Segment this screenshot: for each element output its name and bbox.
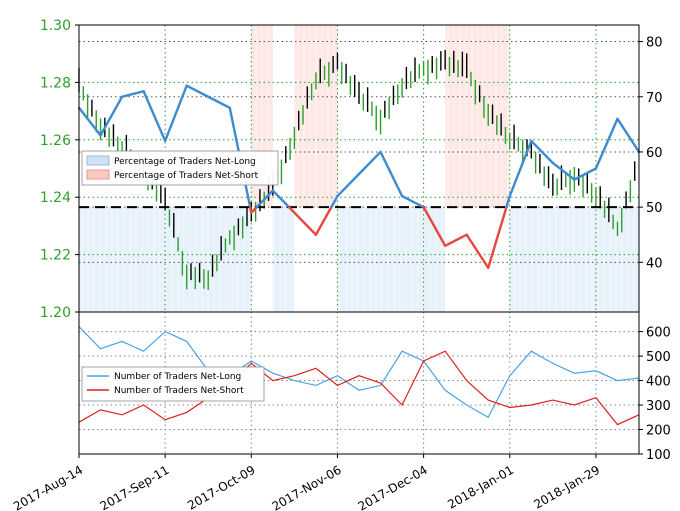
net-long-shade <box>186 207 209 312</box>
price-tick-label: 1.28 <box>40 75 71 91</box>
net-short-shade <box>315 25 338 208</box>
price-tick-label: 1.22 <box>40 248 71 264</box>
count-tick-label: 200 <box>646 424 671 439</box>
bottom-panel: 100 200 300 400 500 600 2017-Aug-14 2017-Sep-1… <box>11 311 671 511</box>
count-tick-label: 400 <box>646 375 671 390</box>
net-long-count-line <box>78 326 640 419</box>
sentiment-segment <box>487 205 508 270</box>
price-series <box>78 49 636 290</box>
net-long-shade <box>595 207 618 312</box>
price-tick-label: 1.24 <box>40 190 71 206</box>
net-long-shade <box>423 207 446 312</box>
legend-count-long-label: Number of Traders Net-Long <box>114 372 241 382</box>
net-long-shade <box>229 207 252 312</box>
sentiment-segment <box>314 205 333 236</box>
sentiment-segment <box>293 211 318 236</box>
count-axis: 100 200 300 400 500 600 <box>639 326 671 463</box>
count-tick-label: 600 <box>646 326 671 341</box>
net-long-shade <box>552 207 575 312</box>
sentiment-segment <box>530 139 555 165</box>
sentiment-series <box>77 84 641 270</box>
sentiment-segment <box>336 172 361 198</box>
sentiment-segment <box>443 233 468 247</box>
sentiment-segment <box>271 189 291 209</box>
count-tick-label: 100 <box>646 448 671 463</box>
sentiment-segment <box>465 233 490 270</box>
net-long-shade <box>531 207 553 312</box>
top-legend: Percentage of Traders Net-Long Percentag… <box>81 150 279 186</box>
sentiment-segment <box>422 205 447 247</box>
net-long-shade <box>509 207 532 312</box>
date-axis: 2017-Aug-14 2017-Sep-11 2017-Oct-09 2017-No… <box>11 454 602 511</box>
net-long-shade <box>337 207 359 312</box>
net-short-shade <box>488 25 510 208</box>
count-tick-label: 300 <box>646 399 671 414</box>
sentiment-shading <box>79 25 639 312</box>
sentiment-segment <box>77 106 102 137</box>
date-tick-label: 2017-Dec-04 <box>356 463 430 511</box>
net-long-shade <box>402 207 424 312</box>
sentiment-tick-label: 40 <box>646 256 663 271</box>
sentiment-segment <box>505 194 511 209</box>
sentiment-segment <box>357 150 382 176</box>
net-long-shade <box>100 207 123 312</box>
sentiment-segment <box>185 84 210 98</box>
sentiment-segment <box>120 90 145 98</box>
bottom-legend: Number of Traders Net-Long Number of Tra… <box>81 366 265 402</box>
sentiment-tick-label: 60 <box>646 146 663 161</box>
sentiment-segment <box>616 117 641 154</box>
price-tick-label: 1.30 <box>40 18 71 34</box>
date-tick-label: 2017-Oct-09 <box>185 463 257 511</box>
sentiment-segment <box>379 150 404 198</box>
sentiment-segment <box>330 194 339 209</box>
legend-net-short-label: Percentage of Traders Net-Short <box>114 171 259 181</box>
sentiment-segment <box>551 161 576 181</box>
date-tick-label: 2017-Nov-06 <box>270 463 344 511</box>
sentiment-segment <box>163 84 188 143</box>
sentiment-segment <box>250 205 258 214</box>
net-long-shade <box>122 207 144 312</box>
net-short-shade <box>466 25 489 208</box>
sentiment-segment <box>573 167 598 181</box>
sentiment-segment <box>207 95 231 109</box>
sentiment-segment <box>99 95 124 137</box>
date-tick-label: 2017-Aug-14 <box>11 463 85 511</box>
net-short-count-line <box>78 350 640 426</box>
net-long-shade <box>208 207 230 312</box>
price-tick-label: 1.20 <box>40 305 71 321</box>
top-panel: 1.20 1.22 1.24 1.26 1.28 1.30 40 50 60 70 80 Perc… <box>40 18 663 321</box>
net-long-shade <box>380 207 403 312</box>
date-tick-label: 2017-Sep-11 <box>98 463 172 511</box>
sentiment-segment <box>142 90 167 143</box>
net-short-shade <box>294 25 316 208</box>
net-long-shade <box>165 207 187 312</box>
sentiment-segment <box>287 205 296 214</box>
date-tick-label: 2018-Jan-01 <box>445 463 516 511</box>
net-long-shade <box>574 207 596 312</box>
count-series <box>78 326 640 426</box>
net-long-shade <box>79 207 101 312</box>
sentiment-segment <box>594 117 619 170</box>
sentiment-tick-label: 70 <box>646 91 663 106</box>
net-long-shade <box>272 207 295 312</box>
date-tick-label: 2018-Jan-29 <box>531 463 602 511</box>
price-axis: 1.20 1.22 1.24 1.26 1.28 1.30 <box>40 18 79 321</box>
sentiment-tick-label: 50 <box>646 201 663 216</box>
sentiment-tick-label: 80 <box>646 36 663 51</box>
sentiment-segment <box>255 189 275 209</box>
sentiment-segment <box>400 194 425 209</box>
sentiment-axis: 40 50 60 70 80 <box>639 36 663 271</box>
sentiment-segment <box>508 139 533 198</box>
legend-count-short-label: Number of Traders Net-Short <box>114 386 244 396</box>
price-tick-label: 1.26 <box>40 133 71 149</box>
count-tick-label: 500 <box>646 350 671 365</box>
net-short-shade <box>445 25 467 208</box>
legend-net-long-label: Percentage of Traders Net-Long <box>114 157 256 167</box>
